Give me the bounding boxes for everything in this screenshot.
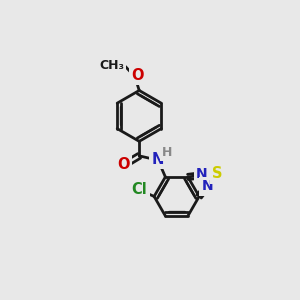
Text: N: N: [202, 179, 214, 194]
Text: O: O: [131, 68, 144, 83]
Text: N: N: [196, 167, 208, 181]
Text: O: O: [117, 157, 130, 172]
Text: S: S: [212, 166, 223, 181]
Text: CH₃: CH₃: [99, 59, 124, 72]
Text: N: N: [152, 152, 164, 167]
Text: H: H: [162, 146, 172, 159]
Text: Cl: Cl: [132, 182, 148, 197]
